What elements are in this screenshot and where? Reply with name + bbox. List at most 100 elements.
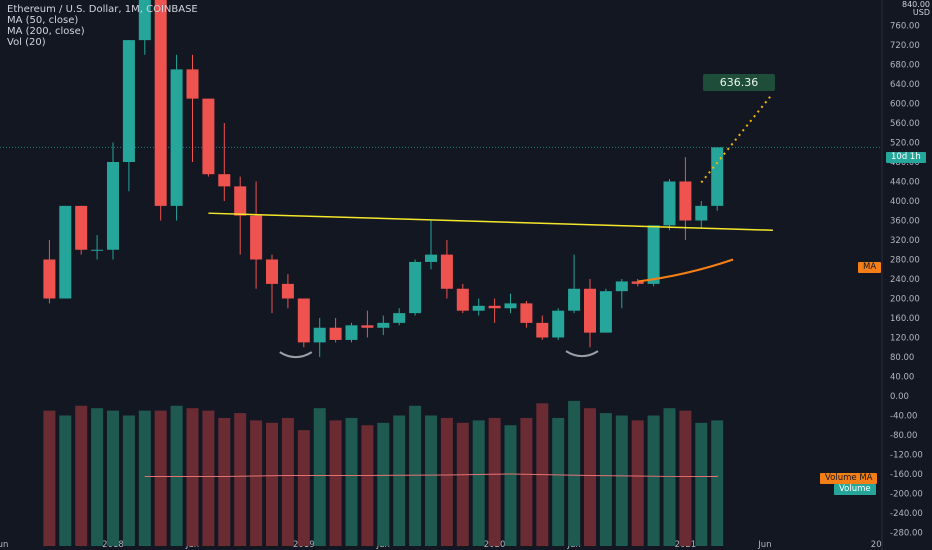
candle-body xyxy=(536,322,549,338)
candle-body xyxy=(75,205,88,250)
volume-bar xyxy=(711,420,724,546)
chart-title: Ethereum / U.S. Dollar, 1M, COINBASE xyxy=(7,4,198,15)
target-price-label[interactable]: 636.36 xyxy=(703,74,775,91)
y-tick-label: 0.00 xyxy=(890,392,909,402)
volume-bar xyxy=(186,408,199,546)
volume-bar xyxy=(568,400,581,546)
y-tick-label: 240.00 xyxy=(890,275,920,285)
volume-ma-line xyxy=(144,473,718,477)
candle-body xyxy=(234,186,247,216)
candle-body xyxy=(266,259,278,284)
volume-bar xyxy=(266,422,278,546)
y-tick-label: -80.00 xyxy=(890,431,917,441)
y-tick-label: 80.00 xyxy=(890,353,914,363)
volume-bar xyxy=(234,413,247,546)
volume-bar xyxy=(59,415,72,546)
volume-bar xyxy=(202,410,215,546)
y-tick-label: 760.00 xyxy=(890,22,920,32)
volume-bar xyxy=(122,415,135,546)
volume-bar xyxy=(297,430,310,546)
y-tick-label: -200.00 xyxy=(890,490,923,500)
y-tick-label: -240.00 xyxy=(890,509,923,519)
candle-body xyxy=(393,313,406,323)
volume-bar xyxy=(504,425,517,546)
cup-bottom-marker xyxy=(279,351,313,359)
y-tick-label: 120.00 xyxy=(890,334,920,344)
volume-bar xyxy=(91,408,104,546)
candle-body xyxy=(695,205,708,221)
candle-body xyxy=(186,69,199,99)
y-tick-label: 360.00 xyxy=(890,217,920,227)
candle-body xyxy=(329,327,342,340)
volume-bar xyxy=(138,410,151,546)
volume-bar xyxy=(599,413,612,546)
candle-body xyxy=(43,259,56,299)
candle-body xyxy=(170,69,183,206)
volume-bar xyxy=(218,417,231,546)
candle-body xyxy=(425,254,437,262)
indicator-volume-label[interactable]: Vol (20) xyxy=(7,37,46,48)
volume-bar xyxy=(631,420,644,546)
candle-body xyxy=(59,205,72,299)
candle-body xyxy=(599,291,612,333)
y-tick-label: 400.00 xyxy=(890,197,920,207)
volume-bar xyxy=(615,415,628,546)
candle-body xyxy=(631,281,644,284)
indicator-ma200-label[interactable]: MA (200, close) xyxy=(7,26,85,37)
volume-bar xyxy=(488,417,501,546)
candle-body xyxy=(456,288,469,311)
candle-body xyxy=(138,0,151,41)
y-tick-label: 560.00 xyxy=(890,119,920,129)
volume-bar xyxy=(647,415,660,546)
candle-body xyxy=(202,98,215,175)
axis-top-value: 840.00 xyxy=(902,0,930,9)
candle-body xyxy=(91,249,104,251)
indicator-ma50-label[interactable]: MA (50, close) xyxy=(7,15,79,26)
y-tick-label: -280.00 xyxy=(890,529,923,539)
volume-bar xyxy=(329,420,342,546)
volume-bar xyxy=(281,417,294,546)
volume-bar xyxy=(313,408,326,546)
candle-body xyxy=(122,40,135,162)
candle-body xyxy=(711,147,724,206)
volume-bar xyxy=(154,410,167,546)
candle-body xyxy=(552,310,565,338)
volume-bar xyxy=(679,410,692,546)
candle-body xyxy=(361,325,374,328)
candle-body xyxy=(313,327,326,343)
volume-axis-tag: Volume xyxy=(834,484,876,495)
volume-bar xyxy=(107,410,119,546)
volume-bar xyxy=(345,417,358,546)
candle-body xyxy=(107,162,119,250)
y-tick-label: 640.00 xyxy=(890,80,920,90)
volume-bar xyxy=(377,422,390,546)
volume-bar xyxy=(663,408,676,546)
x-tick-label: Jun xyxy=(757,540,771,550)
x-tick-label: Jun xyxy=(0,540,8,550)
ma-axis-tag: MA xyxy=(858,262,882,273)
candle-body xyxy=(281,283,294,299)
y-tick-label: 160.00 xyxy=(890,314,920,324)
y-tick-label: 280.00 xyxy=(890,256,920,266)
cup-bottom-marker xyxy=(565,350,599,358)
candle-body xyxy=(504,303,517,309)
candle-body xyxy=(584,288,596,333)
y-tick-label: 320.00 xyxy=(890,236,920,246)
candle-body xyxy=(409,261,422,314)
candle-body xyxy=(679,181,692,221)
price-countdown-tag: 10d 1h xyxy=(886,152,926,163)
y-tick-label: -120.00 xyxy=(890,451,923,461)
axis-currency-label: USD xyxy=(912,8,930,17)
volume-bar xyxy=(425,415,437,546)
target-projection-line xyxy=(700,95,772,184)
y-tick-label: 40.00 xyxy=(890,373,914,383)
y-tick-label: 200.00 xyxy=(890,295,920,305)
volume-bar xyxy=(43,410,56,546)
volume-bar xyxy=(361,425,374,546)
volume-bar xyxy=(472,420,485,546)
volume-bar xyxy=(170,405,183,546)
y-tick-label: 520.00 xyxy=(890,139,920,149)
volume-bar xyxy=(440,417,453,546)
